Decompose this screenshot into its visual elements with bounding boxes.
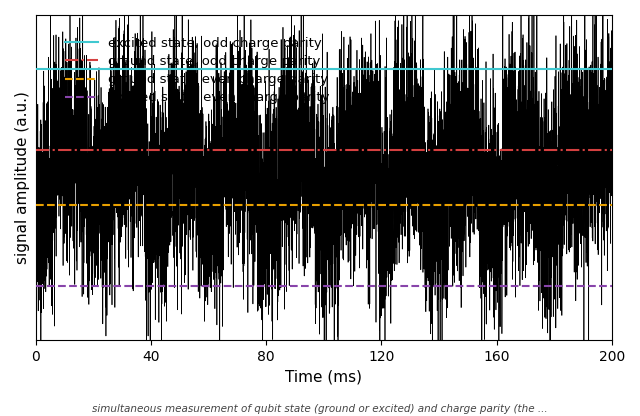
X-axis label: Time (ms): Time (ms): [285, 369, 362, 384]
Legend: excited state, odd charge parity, ground state, odd charge parity, ground state,: excited state, odd charge parity, ground…: [60, 31, 335, 110]
Text: simultaneous measurement of qubit state (ground or excited) and charge parity (t: simultaneous measurement of qubit state …: [92, 404, 548, 414]
Y-axis label: signal amplitude (a.u.): signal amplitude (a.u.): [15, 91, 30, 264]
